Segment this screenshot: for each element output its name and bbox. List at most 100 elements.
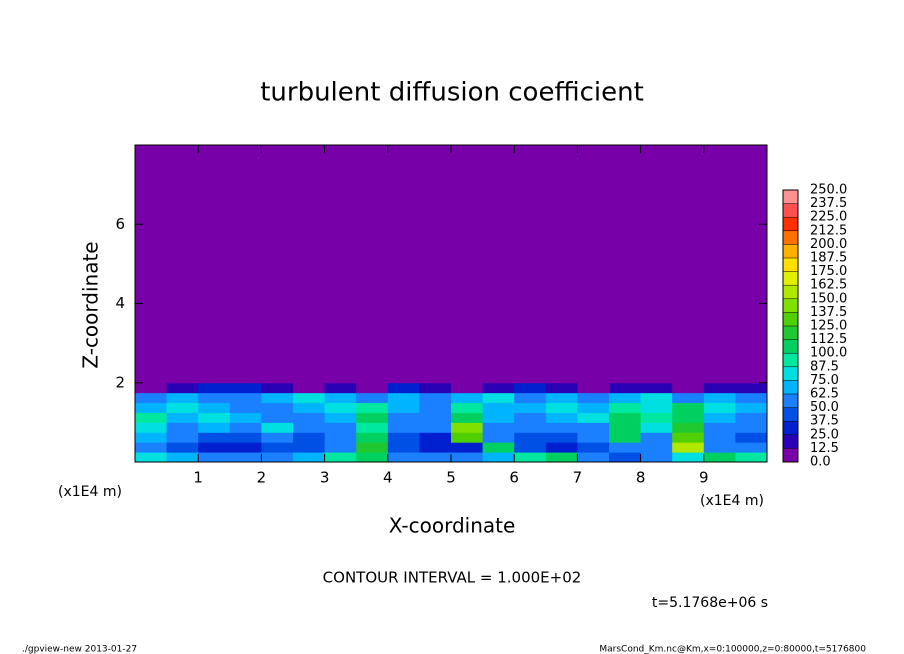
cell [198, 442, 231, 453]
colorbar-band [783, 258, 798, 272]
cell [293, 432, 326, 443]
x-tick-label: 7 [573, 469, 583, 487]
contour-note: CONTOUR INTERVAL = 1.000E+02 [323, 569, 582, 587]
x-tick-label: 5 [446, 469, 456, 487]
cell [451, 452, 484, 463]
cell [293, 422, 326, 433]
cell [577, 392, 610, 404]
cell [451, 412, 484, 423]
cell [324, 452, 357, 463]
cell [514, 392, 547, 404]
cell [735, 442, 768, 453]
cell [703, 402, 736, 413]
cell [166, 145, 199, 384]
cell [135, 145, 168, 384]
cell [482, 442, 515, 453]
cell [545, 392, 578, 404]
x-unit-label: (x1E4 m) [58, 484, 122, 500]
cell [356, 422, 389, 433]
colorbar-label: 0.0 [810, 455, 831, 470]
cell [577, 452, 610, 463]
cell [672, 412, 705, 423]
colorbar-label: 162.5 [810, 278, 847, 293]
cell [324, 382, 357, 394]
cell [640, 412, 673, 423]
cell [640, 392, 673, 404]
cell [135, 432, 168, 443]
cell [166, 382, 199, 394]
colorbar-label: 87.5 [810, 359, 839, 374]
colorbar-label: 100.0 [810, 346, 847, 361]
cell [387, 422, 420, 433]
cell [703, 422, 736, 433]
colorbar-band [783, 353, 798, 367]
cell [198, 382, 231, 394]
cell [735, 452, 768, 463]
cell [451, 432, 484, 443]
colorbar-band [783, 407, 798, 422]
cell [229, 422, 262, 433]
cell [356, 432, 389, 443]
cell [640, 442, 673, 453]
cell [451, 402, 484, 413]
cell [229, 145, 262, 384]
cell [703, 452, 736, 463]
cell [293, 382, 326, 394]
colorbar-label: 150.0 [810, 291, 847, 306]
cell [356, 442, 389, 453]
cell [293, 145, 326, 384]
cell [545, 452, 578, 463]
colorbar-band [783, 230, 798, 245]
colorbar-band [783, 339, 798, 354]
cell [229, 452, 262, 463]
cell [229, 412, 262, 423]
colorbar-band [783, 421, 798, 435]
cell [640, 422, 673, 433]
time-note: t=5.1768e+06 s [652, 595, 768, 611]
cell [735, 145, 768, 384]
cell [324, 442, 357, 453]
colorbar-band [783, 448, 798, 462]
x-tick-label: 6 [509, 469, 519, 487]
cell [545, 442, 578, 453]
cell [387, 432, 420, 443]
cell [387, 392, 420, 404]
cell [672, 432, 705, 443]
cell [451, 382, 484, 394]
cell [577, 442, 610, 453]
cell [672, 402, 705, 413]
cell [198, 392, 231, 404]
cell [229, 432, 262, 443]
cell [419, 392, 452, 404]
cell [545, 432, 578, 443]
cell [419, 442, 452, 453]
cell [609, 392, 642, 404]
colorbar-label: 12.5 [810, 441, 839, 456]
colorbar-band [783, 394, 798, 408]
cell [482, 145, 515, 384]
y-axis-label: Z-coordinate [79, 241, 103, 368]
colorbar-band [783, 434, 798, 449]
cell [356, 392, 389, 404]
cell [135, 422, 168, 433]
colorbar-label: 212.5 [810, 223, 847, 238]
cell [387, 442, 420, 453]
cell [672, 382, 705, 394]
cell [735, 392, 768, 404]
cell [545, 422, 578, 433]
cell [545, 412, 578, 423]
cell [451, 392, 484, 404]
cell [577, 432, 610, 443]
cell [514, 145, 547, 384]
footer: MarsCond_Km.nc@Km,x=0:100000,z=0:80000,t… [599, 645, 866, 654]
cell [135, 412, 168, 423]
cell [261, 382, 294, 394]
cell [229, 382, 262, 394]
cell [451, 422, 484, 433]
cell [324, 412, 357, 423]
cell [261, 392, 294, 404]
cell [387, 382, 420, 394]
cell [609, 452, 642, 463]
cell [735, 412, 768, 423]
